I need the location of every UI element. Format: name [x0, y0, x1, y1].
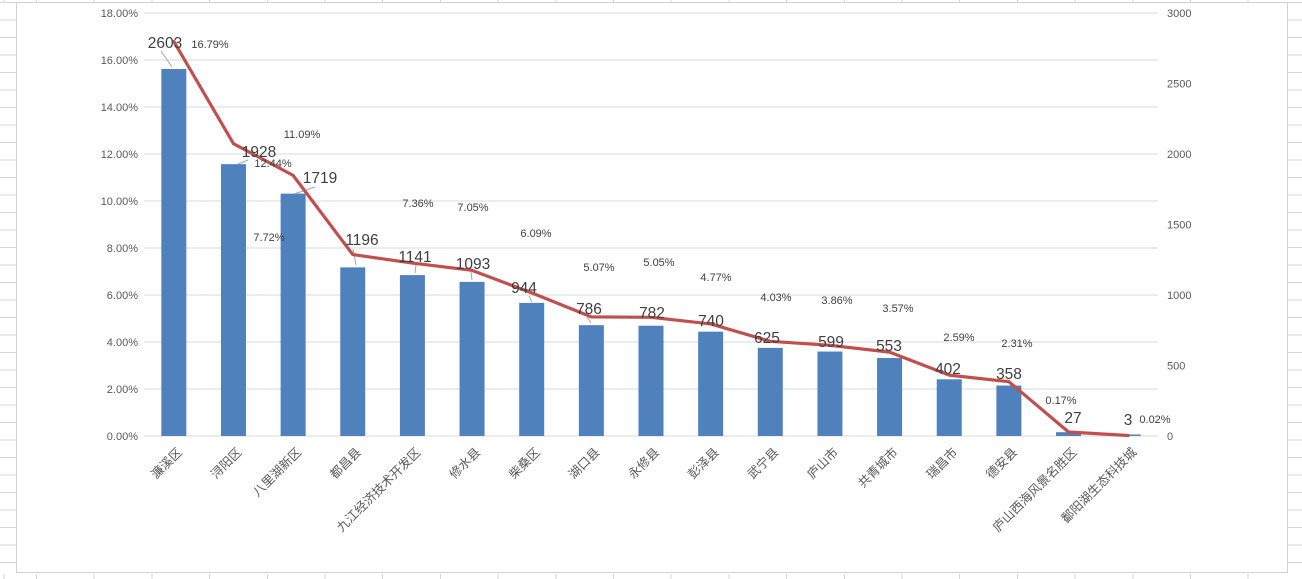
category-axis-label[interactable]: 湖口县: [565, 445, 602, 482]
bar-value-label: 1928: [242, 144, 276, 161]
left-axis-tick-label: 2.00%: [107, 384, 138, 396]
bar-value-label: 1196: [345, 232, 378, 249]
bar-修水县[interactable]: [459, 281, 485, 436]
bar-德安县[interactable]: [996, 385, 1022, 436]
percent-value-label: 16.79%: [191, 39, 229, 51]
category-axis-label[interactable]: 永修县: [625, 445, 662, 482]
percent-value-label: 7.36%: [402, 198, 433, 210]
percent-value-label: 5.05%: [643, 257, 674, 269]
category-axis-label[interactable]: 浔阳区: [208, 445, 244, 481]
label-leader-line: [586, 316, 592, 324]
chart-canvas[interactable]: 18.00% 16.00% 14.00% 12.00% 10.00% 8.00% 6.00%…: [16, 2, 1288, 573]
bar-value-label: 782: [639, 305, 665, 322]
percent-value-label: 7.05%: [457, 202, 488, 214]
left-axis-tick-label: 4.00%: [107, 337, 138, 349]
percent-value-label: 6.09%: [520, 228, 551, 240]
right-axis-tick-label: 1500: [1167, 220, 1191, 232]
category-axis-label[interactable]: 庐山市: [804, 445, 841, 482]
percent-value-label: 0.17%: [1045, 395, 1076, 407]
bar-value-label: 625: [754, 330, 780, 347]
bar-value-label: 553: [876, 338, 902, 355]
right-axis-tick-label: 3000: [1167, 8, 1191, 20]
percent-line-series[interactable]: [172, 39, 1130, 438]
category-axis-label[interactable]: 都昌县: [327, 445, 363, 481]
bar-八里湖新区[interactable]: [280, 193, 306, 436]
right-axis-tick-label: 2500: [1167, 79, 1191, 91]
bar-value-label: 786: [576, 301, 602, 318]
left-axis-tick-label: 8.00%: [107, 243, 138, 255]
percent-value-label: 2.31%: [1001, 338, 1032, 350]
left-axis-tick-label: 16.00%: [101, 55, 139, 67]
percent-value-label: 0.02%: [1139, 414, 1170, 426]
category-axis-label[interactable]: 德安县: [983, 445, 1020, 482]
bar-庐山西海风景名胜区[interactable]: [1056, 432, 1082, 436]
bar-彭泽县[interactable]: [698, 331, 724, 436]
percent-value-label: 7.72%: [253, 232, 284, 244]
percent-value-label: 2.59%: [943, 332, 974, 344]
category-axis-label[interactable]: 濂溪区: [149, 445, 185, 481]
bar-浔阳区[interactable]: [220, 164, 246, 437]
bar-value-label: 27: [1064, 410, 1081, 427]
percent-value-label: 12.44%: [254, 158, 292, 170]
percent-value-label: 3.57%: [882, 303, 913, 315]
bar-柴桑区[interactable]: [519, 302, 545, 436]
bar-湖口县[interactable]: [578, 325, 604, 436]
bar-武宁县[interactable]: [757, 347, 783, 436]
percent-value-label: 5.07%: [583, 262, 614, 274]
percent-value-label: 4.77%: [700, 272, 731, 284]
bar-value-label: 1093: [456, 256, 490, 273]
category-axis-label[interactable]: 柴桑区: [506, 445, 542, 481]
bar-value-label: 1141: [398, 249, 431, 266]
sheet-column-gridlines-top: [0, 0, 1302, 3]
bar-value-label: 944: [511, 280, 537, 297]
sheet-row-gridlines-left: [0, 2, 16, 579]
percent-value-label: 11.09%: [284, 129, 321, 141]
bar-共青城市[interactable]: [877, 358, 903, 436]
label-leader-line: [237, 159, 249, 165]
percent-value-label: 3.86%: [821, 295, 852, 307]
left-axis-tick-label: 18.00%: [101, 8, 139, 20]
category-axis-label[interactable]: 彭泽县: [685, 445, 721, 481]
bar-value-label: 1719: [303, 170, 337, 187]
bar-value-label: 740: [698, 313, 724, 330]
left-axis-tick-label: 10.00%: [101, 196, 139, 208]
bar-value-label: 3: [1124, 412, 1133, 429]
category-axis-label[interactable]: 共青城市: [855, 445, 901, 491]
category-axis-label[interactable]: 瑞昌市: [923, 445, 960, 482]
bar-濂溪区[interactable]: [161, 68, 187, 437]
bar-value-label: 358: [996, 366, 1022, 383]
label-leader-line: [352, 248, 357, 266]
bar-value-label: 2603: [148, 35, 182, 52]
bar-瑞昌市[interactable]: [936, 379, 962, 436]
sheet-column-gridlines-bottom: [0, 574, 1302, 579]
bar-value-label: 599: [818, 334, 844, 351]
bar-永修县[interactable]: [638, 325, 664, 436]
bar-庐山市[interactable]: [817, 351, 843, 436]
left-axis-tick-label: 14.00%: [101, 102, 139, 114]
percent-value-label: 4.03%: [760, 292, 791, 304]
left-axis-tick-label: 0.00%: [107, 431, 138, 443]
category-axis-label[interactable]: 修水县: [446, 445, 483, 482]
right-axis-tick-label: 2000: [1167, 149, 1191, 161]
right-axis-tick-label: 0: [1167, 431, 1173, 443]
category-axis-label[interactable]: 武宁县: [744, 445, 781, 482]
left-axis-tick-label: 6.00%: [107, 290, 138, 302]
bar-都昌县[interactable]: [340, 267, 366, 436]
sheet-row-gridlines-right: [1288, 2, 1302, 579]
bar-九江经济技术开发区[interactable]: [399, 275, 425, 436]
right-axis-tick-label: 1000: [1167, 290, 1191, 302]
label-leader-line: [414, 264, 417, 274]
right-axis-tick-label: 500: [1167, 361, 1185, 373]
bar-value-label: 402: [935, 361, 961, 378]
label-leader-line: [470, 271, 473, 281]
label-leader-line: [528, 295, 533, 303]
combo-bar-line-chart: 18.00% 16.00% 14.00% 12.00% 10.00% 8.00% 6.00%…: [101, 8, 1192, 535]
label-leader-line: [160, 50, 173, 68]
category-axis-label[interactable]: 八里湖新区: [249, 445, 304, 500]
left-axis-tick-label: 12.00%: [101, 149, 139, 161]
